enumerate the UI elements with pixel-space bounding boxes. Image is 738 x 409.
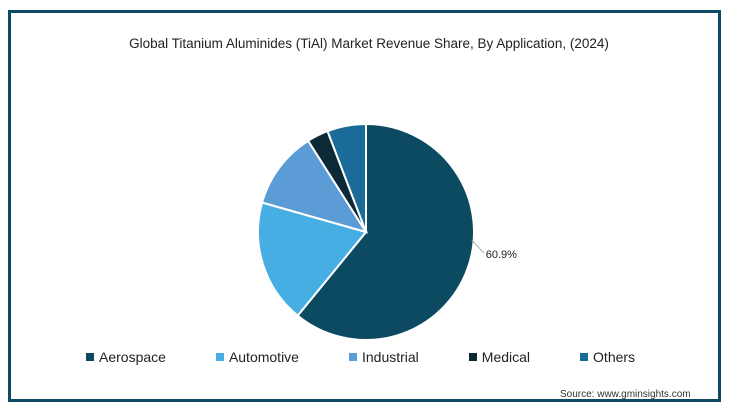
legend-item-others: Others [580,349,635,365]
chart-title: Global Titanium Aluminides (TiAl) Market… [129,36,609,51]
chart-legend: Aerospace Automotive Industrial Medical Othe… [86,349,635,365]
legend-item-industrial: Industrial [348,349,419,365]
data-label-aerospace: 60.9% [486,249,517,261]
legend-item-automotive: Automotive [215,349,299,365]
legend-swatch [215,353,224,361]
pie-slice-aerospace [296,122,475,341]
label-leader-line [471,239,484,254]
legend-item-aerospace: Aerospace [86,349,166,365]
pie-slice-industrial [260,139,369,234]
pie-slice-automotive [257,201,368,318]
legend-swatch [86,353,94,361]
legend-swatch [468,353,477,361]
pie-labels: 60.9% [471,239,517,261]
legend-label: Medical [481,349,531,365]
pie-slices [257,122,475,341]
legend-label: Aerospace [99,349,166,365]
source-note: Source: www.gminsights.com [560,389,691,400]
legend-label: Automotive [228,349,299,365]
legend-swatch [348,353,357,361]
legend-label: Others [593,349,636,365]
legend-item-medical: Medical [468,349,531,365]
pie-slice-others [326,122,367,233]
legend-label: Industrial [361,349,419,365]
legend-swatch [580,353,589,361]
